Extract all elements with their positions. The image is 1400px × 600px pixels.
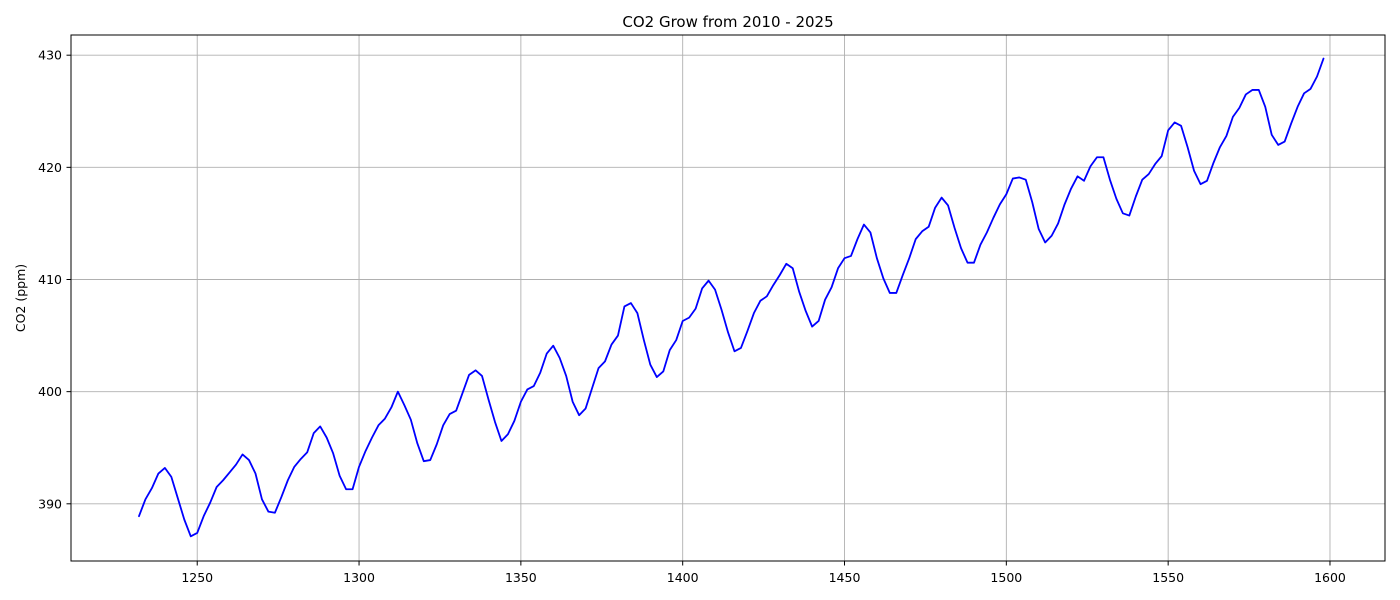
y-tick-label: 430 — [38, 48, 62, 63]
x-tick-label: 1400 — [667, 570, 699, 585]
y-tick-label: 410 — [38, 272, 62, 287]
axes: 1250 1300 1350 1400 1450 1500 1550 1600 390 400 41… — [38, 34, 1386, 585]
x-tick-label: 1550 — [1152, 570, 1184, 585]
chart-title: CO2 Grow from 2010 - 2025 — [622, 13, 833, 31]
plot-frame — [70, 34, 1386, 562]
y-tick-label: 390 — [38, 496, 62, 511]
x-tick-label: 1250 — [181, 570, 213, 585]
series-line — [138, 57, 1325, 538]
x-tick-label: 1600 — [1314, 570, 1346, 585]
y-axis-label: CO2 (ppm) — [13, 264, 28, 332]
x-tick-label: 1500 — [990, 570, 1022, 585]
grid — [71, 35, 1385, 561]
y-tick-label: 420 — [38, 160, 62, 175]
x-tick-label: 1350 — [505, 570, 537, 585]
series-layer — [138, 57, 1325, 538]
x-tick-label: 1450 — [829, 570, 861, 585]
y-tick-label: 400 — [38, 384, 62, 399]
x-tick-label: 1300 — [343, 570, 375, 585]
